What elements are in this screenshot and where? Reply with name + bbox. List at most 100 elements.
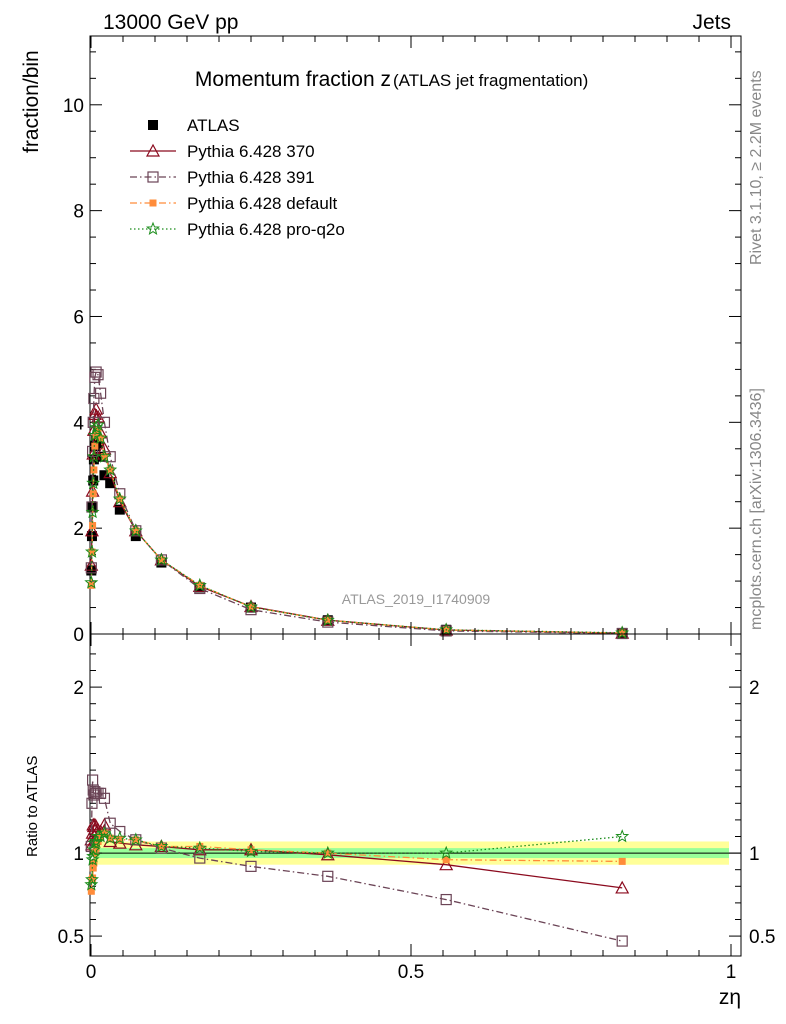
ratio-point — [116, 836, 124, 844]
ratio-point — [194, 852, 206, 864]
ratio-point — [244, 844, 258, 858]
ratio-point — [615, 880, 630, 894]
ratio-point — [98, 792, 111, 804]
y-tick-label: 0 — [73, 625, 84, 646]
data-point — [103, 462, 118, 476]
data-point — [87, 416, 99, 428]
y-tick-label: 10 — [63, 96, 84, 117]
y-tick-label: 4 — [73, 413, 84, 434]
ratio-point — [87, 887, 95, 895]
ratio-series — [84, 774, 630, 947]
data-point — [439, 622, 454, 636]
energy-label: 13000 GeV pp — [103, 11, 238, 34]
main-panel: Momentum fraction z (ATLAS jet fragmenta… — [20, 35, 742, 646]
legend-marker — [148, 120, 158, 130]
ratio-tick-label-right: 0.5 — [749, 927, 775, 948]
x-tick-label: 1 — [726, 962, 737, 983]
data-point — [114, 504, 125, 515]
legend-label: Pythia 6.428 391 — [187, 168, 315, 187]
data-point — [93, 430, 108, 445]
x-tick-label: 0.5 — [398, 962, 424, 983]
data-point — [112, 491, 127, 505]
ratio-frame — [89, 633, 742, 957]
ratio-point — [132, 836, 140, 844]
y-tick-label: 8 — [73, 202, 84, 223]
x-tick-label: 0 — [86, 962, 97, 983]
data-point — [97, 434, 105, 442]
main-title: Momentum fraction z — [195, 68, 391, 91]
ratio-y-axis-label: Ratio to ATLAS — [24, 756, 41, 857]
ratio-point — [324, 849, 332, 857]
data-point — [85, 562, 97, 574]
ratio-point — [84, 877, 99, 891]
ratio-point — [89, 864, 97, 872]
ratio-point — [93, 829, 108, 843]
ratio-point — [196, 842, 204, 850]
legend-marker — [147, 171, 159, 183]
data-point — [86, 446, 101, 460]
y-tick-label: 2 — [73, 519, 84, 540]
legend-label: Pythia 6.428 370 — [187, 142, 315, 161]
ratio-point — [97, 825, 112, 840]
legend: ATLAS Pythia 6.428 370 Pythia 6.428 391 Pyt… — [130, 116, 345, 239]
ratio-point — [322, 870, 334, 882]
ratio-tick-label: 1 — [73, 844, 84, 865]
x-ticks: 0 0.5 1 — [86, 36, 737, 983]
series-line — [90, 370, 623, 635]
data-point — [244, 599, 258, 614]
y-axis-label: fraction/bin — [20, 50, 43, 153]
main-series — [84, 366, 630, 640]
legend-label: Pythia 6.428 pro-q2o — [187, 220, 345, 239]
ratio-series-1 — [85, 774, 628, 947]
ratio-point — [89, 786, 101, 798]
legend-label: Pythia 6.428 default — [187, 194, 338, 213]
data-point — [116, 495, 124, 503]
rivet-label: Rivet 3.1.10, ≥ 2.2M events — [748, 70, 765, 265]
ratio-point — [615, 829, 630, 843]
ratio-point — [439, 857, 454, 871]
ratio-tick-label-right: 1 — [749, 844, 760, 865]
ratio-point — [247, 846, 255, 854]
data-point — [99, 470, 110, 481]
ratio-ticks: 0.5 0.5 1 1 2 2 — [58, 653, 775, 948]
ratio-tick-label: 0.5 — [58, 927, 84, 948]
data-point — [97, 449, 112, 463]
jets-label: Jets — [692, 11, 731, 34]
legend-marker — [149, 199, 157, 207]
ratio-point — [439, 845, 454, 859]
ratio-point — [89, 874, 97, 882]
ratio-point — [128, 832, 143, 846]
ratio-point — [85, 872, 99, 886]
data-point — [87, 428, 102, 442]
data-point — [92, 432, 100, 440]
data-point — [618, 629, 626, 637]
ratio-tick-label: 2 — [73, 678, 84, 699]
mcplots-label: mcplots.cern.ch [arXiv:1306.3436] — [748, 388, 765, 630]
data-point — [100, 453, 108, 461]
data-point — [86, 501, 98, 513]
data-point — [90, 366, 102, 378]
data-point — [86, 475, 101, 490]
ratio-point — [245, 860, 257, 872]
ratio-point — [85, 825, 100, 839]
data-point — [128, 523, 143, 537]
ratio-point — [616, 935, 628, 947]
data-point — [85, 504, 100, 519]
data-point — [85, 544, 100, 558]
legend-label: ATLAS — [187, 116, 240, 135]
x-axis-label: zη — [719, 986, 741, 1009]
data-point — [320, 612, 335, 627]
ratio-point — [618, 857, 626, 865]
ratio-point — [440, 893, 452, 906]
series-0 — [86, 435, 628, 638]
y-tick-label: 6 — [73, 307, 84, 328]
data-point — [132, 527, 140, 535]
data-point — [154, 552, 169, 566]
ratio-point — [112, 830, 127, 845]
series-2 — [85, 366, 628, 640]
ratio-tick-label-right: 2 — [749, 678, 760, 699]
ratio-point — [192, 840, 207, 855]
ratio-point — [442, 856, 450, 864]
data-point — [89, 401, 104, 415]
legend-marker — [145, 143, 161, 157]
